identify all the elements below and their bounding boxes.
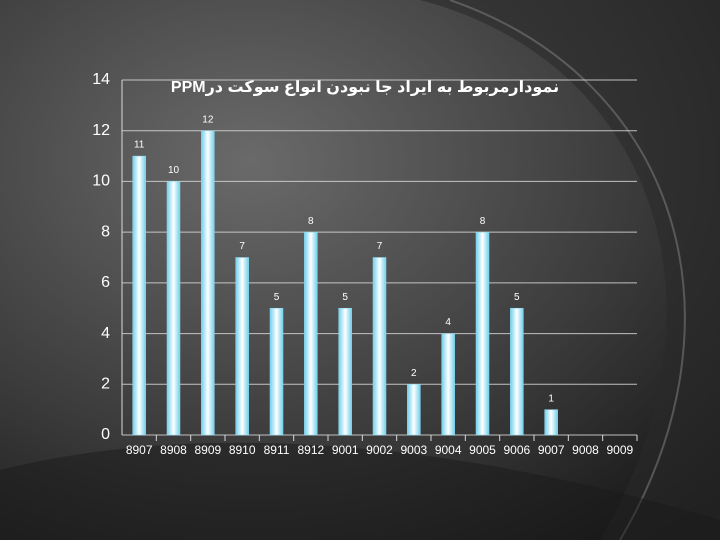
x-tick-label: 9005 xyxy=(469,443,496,457)
x-tick-label: 9002 xyxy=(366,443,393,457)
y-tick-label: 2 xyxy=(101,376,110,393)
x-tick-label: 9007 xyxy=(538,443,565,457)
data-label: 8 xyxy=(480,216,486,227)
bar xyxy=(544,409,558,436)
x-tick-label: 9003 xyxy=(400,443,427,457)
data-label: 2 xyxy=(411,368,417,379)
y-tick-label: 0 xyxy=(101,426,110,443)
data-label: 5 xyxy=(514,292,520,303)
bar xyxy=(407,384,421,436)
data-label: 8 xyxy=(308,216,314,227)
x-tick-label: 9004 xyxy=(435,443,462,457)
bar xyxy=(201,130,215,436)
x-tick-label: 8909 xyxy=(194,443,221,457)
x-tick-label: 8907 xyxy=(126,443,153,457)
data-label: 7 xyxy=(239,241,245,252)
x-tick-label: 9001 xyxy=(332,443,359,457)
data-label: 5 xyxy=(342,292,348,303)
bar xyxy=(338,307,352,436)
x-tick-label: 9009 xyxy=(606,443,633,457)
data-label: 11 xyxy=(134,140,145,151)
bar xyxy=(475,231,490,436)
data-label: 4 xyxy=(445,317,451,328)
background-shape xyxy=(420,0,720,540)
data-label: 7 xyxy=(377,241,383,252)
y-tick-label: 8 xyxy=(101,223,110,240)
bar xyxy=(304,231,318,436)
data-label: 10 xyxy=(168,165,180,176)
bar xyxy=(235,257,249,436)
bar xyxy=(372,257,387,436)
bar xyxy=(441,333,455,436)
bar xyxy=(510,307,524,436)
data-label: 1 xyxy=(548,393,554,404)
background-arc xyxy=(449,0,686,540)
x-tick-label: 8908 xyxy=(160,443,187,457)
x-tick-label: 8910 xyxy=(229,443,256,457)
bar xyxy=(132,155,146,436)
x-tick-label: 9006 xyxy=(503,443,530,457)
y-tick-label: 4 xyxy=(101,325,110,342)
data-label: 12 xyxy=(202,114,214,125)
data-label: 5 xyxy=(274,292,280,303)
chart-title: نمودارمربوط به ایراد جا نبودن انواع سوکت… xyxy=(171,79,559,96)
bar xyxy=(269,307,284,436)
x-tick-label: 8912 xyxy=(297,443,324,457)
y-tick-label: 6 xyxy=(101,274,110,291)
background-shape xyxy=(0,442,720,540)
y-tick-label: 12 xyxy=(92,122,110,139)
bar xyxy=(166,181,181,436)
x-tick-label: 9008 xyxy=(572,443,599,457)
y-tick-label: 14 xyxy=(92,71,110,88)
x-tick-label: 8911 xyxy=(264,443,290,457)
y-tick-label: 10 xyxy=(92,173,110,190)
